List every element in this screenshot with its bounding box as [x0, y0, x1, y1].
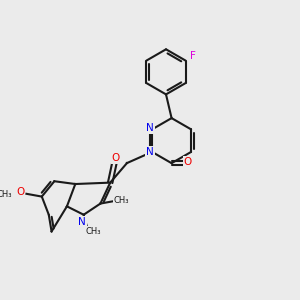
Text: O: O: [112, 153, 120, 163]
Text: CH₃: CH₃: [114, 196, 129, 205]
Text: N: N: [78, 217, 86, 227]
Text: F: F: [190, 51, 196, 62]
Text: CH₃: CH₃: [86, 227, 101, 236]
Text: CH₃: CH₃: [0, 190, 12, 199]
Text: N: N: [146, 147, 154, 157]
Text: O: O: [16, 187, 24, 196]
Text: O: O: [184, 157, 192, 167]
Text: N: N: [146, 123, 154, 133]
